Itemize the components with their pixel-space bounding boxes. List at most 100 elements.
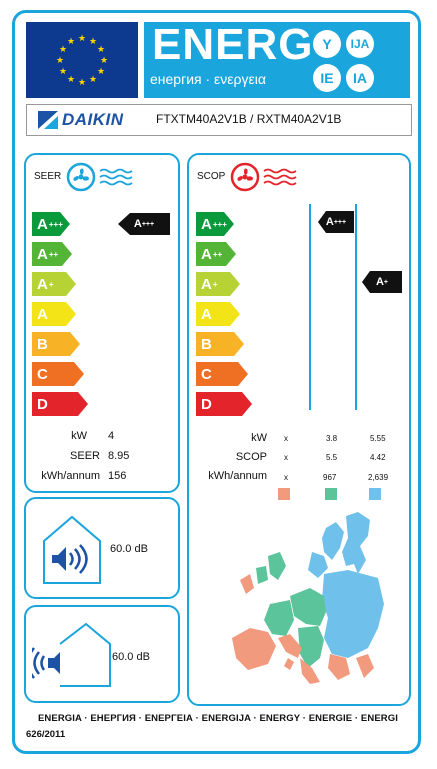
scop-kwh-label: kWh/annum bbox=[208, 470, 267, 482]
svg-text:★: ★ bbox=[59, 45, 67, 55]
average-climate-swatch bbox=[325, 488, 337, 500]
svg-text:★: ★ bbox=[97, 67, 105, 77]
seer-kwh-label: kWh/annum bbox=[41, 470, 100, 482]
scop-class-arrow-c: C bbox=[196, 362, 248, 386]
lang-circle-ie: IE bbox=[313, 64, 341, 92]
svg-text:★: ★ bbox=[67, 75, 75, 85]
scop-class-arrow-a: A bbox=[196, 302, 240, 326]
scop-kwh-cold: 2,639 bbox=[368, 473, 389, 482]
scop-average-rating-sup: +++ bbox=[333, 218, 347, 226]
scop-class-sup: + bbox=[212, 279, 218, 289]
seer-class-sup: +++ bbox=[48, 219, 63, 229]
scop-cold-rating-letter: A bbox=[375, 276, 384, 288]
seer-rating-indicator: A +++ bbox=[118, 213, 170, 235]
seer-class-arrow-ap: A + bbox=[32, 272, 76, 296]
fan-cooling-icon bbox=[66, 162, 133, 192]
scop-panel bbox=[187, 153, 411, 706]
cold-climate-swatch bbox=[369, 488, 381, 500]
svg-text:★: ★ bbox=[100, 56, 108, 66]
outdoor-noise-unit: dB bbox=[136, 651, 150, 663]
outdoor-noise-number: 60.0 bbox=[112, 651, 134, 663]
scop-scop-average: 5.5 bbox=[326, 453, 338, 462]
scop-kwh-warm: x bbox=[284, 473, 288, 482]
scop-class-letter: B bbox=[201, 335, 212, 353]
scop-column-divider-1 bbox=[309, 204, 311, 410]
seer-class-letter: A bbox=[37, 275, 48, 293]
fan-heating-icon bbox=[230, 162, 297, 192]
scop-class-letter: A bbox=[201, 275, 212, 293]
seer-rating-sup: +++ bbox=[141, 220, 155, 228]
seer-class-letter: A bbox=[37, 245, 48, 263]
europe-climate-map bbox=[232, 512, 384, 684]
seer-kwh-value: 156 bbox=[108, 470, 127, 482]
energ-subtitle: енергия · ενεργεια bbox=[150, 71, 266, 87]
brand-name: DAIKIN bbox=[62, 110, 124, 129]
indoor-noise-value: 60.0 dB bbox=[110, 543, 148, 555]
seer-title: SEER bbox=[34, 171, 62, 182]
scop-class-sup: ++ bbox=[212, 249, 223, 259]
footer-regulation: 626/2011 bbox=[26, 729, 66, 740]
scop-column-divider-2 bbox=[355, 204, 357, 410]
indoor-noise-number: 60.0 bbox=[110, 543, 132, 555]
scop-kw-cold: 5.55 bbox=[370, 434, 386, 443]
scop-scop-cold: 4.42 bbox=[370, 453, 386, 462]
scop-title: SCOP bbox=[197, 171, 226, 182]
svg-text:★: ★ bbox=[97, 45, 105, 55]
outdoor-noise-panel bbox=[24, 605, 180, 703]
seer-kw-value: 4 bbox=[108, 430, 115, 442]
seer-rating-letter: A bbox=[133, 218, 142, 230]
indoor-speaker-icon bbox=[43, 515, 101, 584]
footer-languages: ENERGIA · ЕНЕРГИЯ · ΕΝΕΡΓΕΙΑ · ENERGIJA … bbox=[38, 713, 398, 724]
svg-text:★: ★ bbox=[89, 75, 97, 85]
scop-class-sup: +++ bbox=[212, 219, 227, 229]
seer-class-arrow-c: C bbox=[32, 362, 84, 386]
seer-class-letter: B bbox=[37, 335, 48, 353]
seer-class-letter: C bbox=[37, 365, 48, 383]
scop-cold-rating-sup: + bbox=[383, 278, 389, 286]
seer-class-arrow-d: D bbox=[32, 392, 88, 416]
lang-circle-ija: IJA bbox=[346, 30, 374, 58]
scop-class-letter: A bbox=[201, 245, 212, 263]
daikin-logo: DAIKIN bbox=[38, 110, 124, 130]
scop-kwh-average: 967 bbox=[323, 473, 337, 482]
scop-class-arrow-ap: A + bbox=[196, 272, 240, 296]
seer-class-arrow-b: B bbox=[32, 332, 80, 356]
scop-average-rating-indicator: A +++ bbox=[318, 211, 354, 233]
seer-class-letter: A bbox=[37, 215, 48, 233]
scop-scop-label: SCOP bbox=[235, 451, 267, 463]
scop-cold-rating-indicator: A + bbox=[362, 271, 402, 293]
seer-class-letter: D bbox=[37, 395, 48, 413]
indoor-noise-panel bbox=[24, 497, 180, 599]
seer-panel bbox=[24, 153, 180, 493]
lang-circle-ia: IA bbox=[346, 64, 374, 92]
scop-average-rating-letter: A bbox=[325, 216, 334, 228]
scop-class-letter: C bbox=[201, 365, 212, 383]
scop-class-arrow-d: D bbox=[196, 392, 252, 416]
lang-circle-y: Y bbox=[313, 30, 341, 58]
scop-class-letter: D bbox=[201, 395, 212, 413]
svg-text:★: ★ bbox=[89, 37, 97, 47]
energ-title: ENERG bbox=[152, 20, 314, 69]
label-frame bbox=[12, 10, 421, 754]
svg-text:★: ★ bbox=[78, 34, 86, 44]
outdoor-noise-value: 60.0 dB bbox=[112, 651, 150, 663]
seer-class-letter: A bbox=[37, 305, 48, 323]
outdoor-speaker-icon bbox=[32, 622, 111, 687]
eu-flag-icon: ★ ★ ★ ★ ★ ★ ★ ★ ★ ★ ★ ★ bbox=[26, 22, 138, 98]
scop-class-letter: A bbox=[201, 215, 212, 233]
svg-text:★: ★ bbox=[78, 78, 86, 88]
svg-text:★: ★ bbox=[56, 56, 64, 66]
scop-kw-average: 3.8 bbox=[326, 434, 338, 443]
scop-kw-warm: x bbox=[284, 434, 288, 443]
daikin-logo-icon bbox=[38, 111, 58, 129]
scop-kw-label: kW bbox=[251, 432, 267, 444]
brand-bar bbox=[26, 104, 412, 136]
indoor-noise-unit: dB bbox=[134, 543, 148, 555]
scop-class-letter: A bbox=[201, 305, 212, 323]
svg-text:★: ★ bbox=[59, 67, 67, 77]
seer-kw-label: kW bbox=[71, 430, 87, 442]
seer-class-arrow-a: A bbox=[32, 302, 76, 326]
scop-class-arrow-app: A ++ bbox=[196, 242, 236, 266]
warm-climate-swatch bbox=[278, 488, 290, 500]
seer-class-sup: ++ bbox=[48, 249, 59, 259]
